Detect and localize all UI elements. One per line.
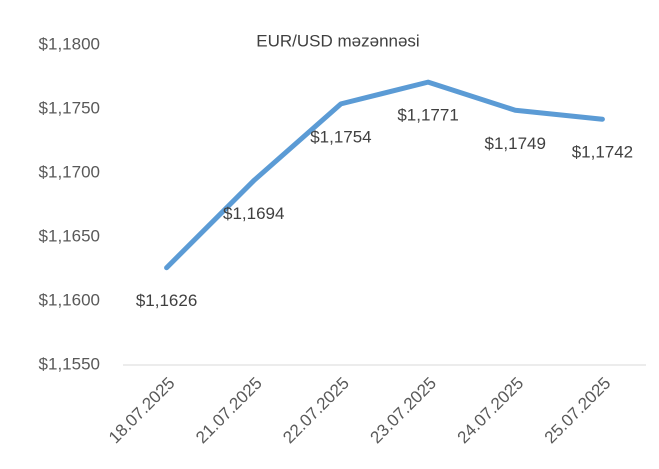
value-label: $1,1771 <box>397 106 458 125</box>
x-tick-label: 22.07.2025 <box>279 374 353 448</box>
x-tick-label: 21.07.2025 <box>192 374 266 448</box>
y-tick-label: $1,1800 <box>39 34 100 53</box>
x-tick-label: 24.07.2025 <box>454 374 528 448</box>
chart-title: EUR/USD məzənnəsi <box>256 31 419 50</box>
y-tick-label: $1,1600 <box>39 290 100 309</box>
x-tick-label: 25.07.2025 <box>541 374 615 448</box>
y-tick-label: $1,1750 <box>39 98 100 117</box>
y-tick-label: $1,1700 <box>39 162 100 181</box>
x-tick-label: 23.07.2025 <box>366 374 440 448</box>
value-label: $1,1754 <box>310 127 371 146</box>
value-label: $1,1626 <box>136 291 197 310</box>
value-label: $1,1749 <box>485 134 546 153</box>
value-label: $1,1742 <box>572 143 633 162</box>
y-tick-label: $1,1550 <box>39 354 100 373</box>
value-label: $1,1694 <box>223 204 284 223</box>
x-tick-label: 18.07.2025 <box>105 374 179 448</box>
y-tick-label: $1,1650 <box>39 226 100 245</box>
data-line <box>164 79 605 271</box>
